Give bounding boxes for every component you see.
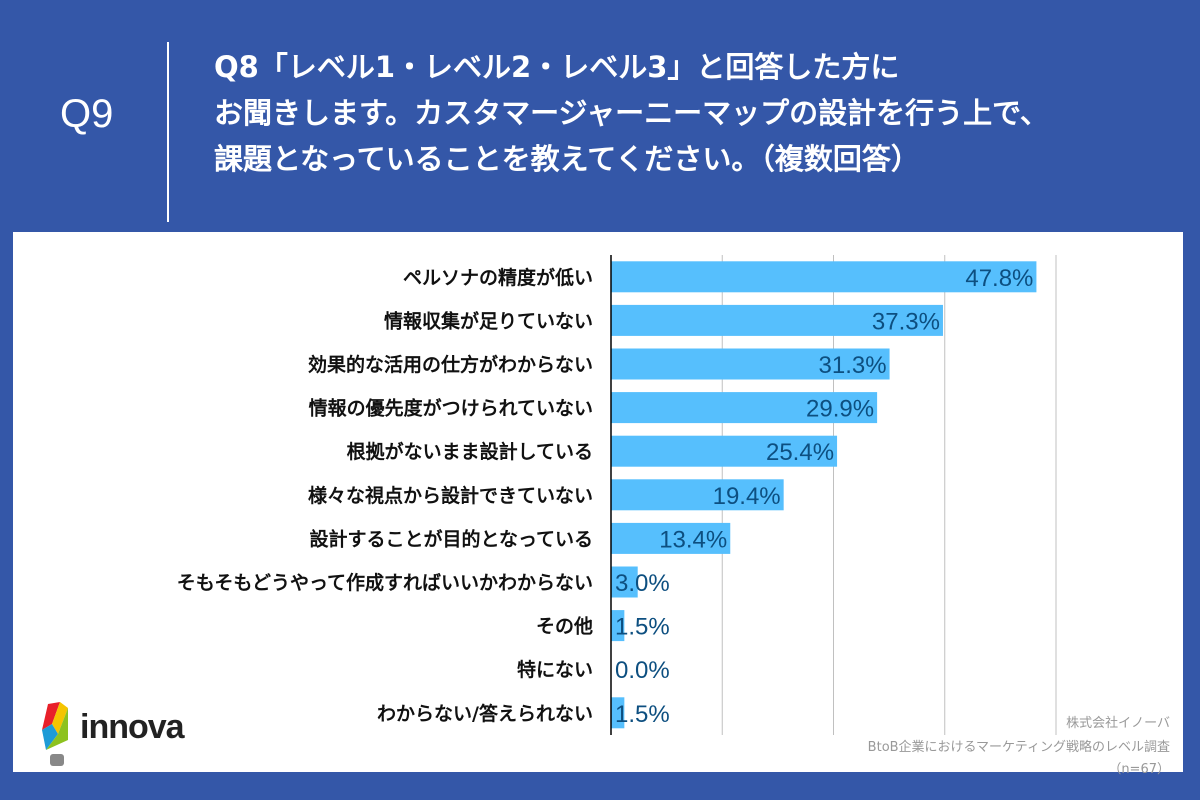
- bar: [611, 261, 1037, 293]
- value-label: 47.8%: [965, 265, 1033, 292]
- bar: [611, 697, 625, 729]
- question-line: Q8「レベル1・レベル2・レベル3」と回答した方に: [214, 50, 900, 84]
- value-label: 3.0%: [615, 570, 670, 597]
- value-label: 1.5%: [615, 701, 670, 728]
- category-label: 効果的な活用の仕方がわからない: [308, 353, 593, 376]
- lightbulb-icon: [42, 702, 68, 766]
- value-label: 13.4%: [659, 526, 727, 553]
- question-line: お聞きします。カスタマージャーニーマップの設計を行う上で、: [214, 96, 1049, 130]
- chart-panel: [13, 232, 1183, 772]
- value-label: 0.0%: [615, 657, 670, 684]
- source-survey: BtoB企業におけるマーケティング戦略のレベル調査: [867, 740, 1170, 755]
- bar: [611, 348, 890, 380]
- source-company: 株式会社イノーバ: [1066, 716, 1170, 731]
- value-label: 31.3%: [819, 352, 887, 379]
- bar: [611, 522, 731, 554]
- category-label: 情報収集が足りていない: [384, 309, 593, 332]
- category-label: その他: [536, 615, 593, 638]
- bar: [611, 610, 625, 642]
- innova-logo: innova: [38, 700, 198, 770]
- bar: [611, 392, 878, 424]
- category-label: 情報の優先度がつけられていない: [309, 397, 593, 420]
- question-line: 課題となっていることを教えてください。（複数回答）: [214, 142, 920, 176]
- value-label: 25.4%: [766, 439, 834, 466]
- category-label: そもそもどうやって作成すればいいかわからない: [177, 571, 593, 594]
- value-label: 29.9%: [806, 396, 874, 423]
- category-label: 特にない: [517, 659, 593, 681]
- bar: [611, 479, 784, 511]
- category-label: ペルソナの精度が低い: [403, 266, 593, 289]
- bar: [611, 566, 638, 598]
- question-text: Q8「レベル1・レベル2・レベル3」と回答した方に お聞きします。カスタマージャ…: [214, 44, 1174, 182]
- question-number: Q9: [60, 92, 114, 136]
- bar: [611, 435, 838, 467]
- value-label: 19.4%: [713, 483, 781, 510]
- source-sample: （n=67）: [1108, 762, 1170, 777]
- value-label: 1.5%: [615, 614, 670, 641]
- header-divider: [167, 42, 169, 222]
- category-label: 設計することが目的となっている: [310, 527, 593, 550]
- logo-text: innova: [80, 708, 185, 746]
- category-label: 様々な視点から設計できていない: [308, 484, 593, 507]
- bar: [611, 304, 943, 336]
- category-label: 根拠がないまま設計している: [347, 440, 593, 463]
- category-label: わからない/答えられない: [377, 702, 593, 725]
- value-label: 37.3%: [872, 308, 940, 335]
